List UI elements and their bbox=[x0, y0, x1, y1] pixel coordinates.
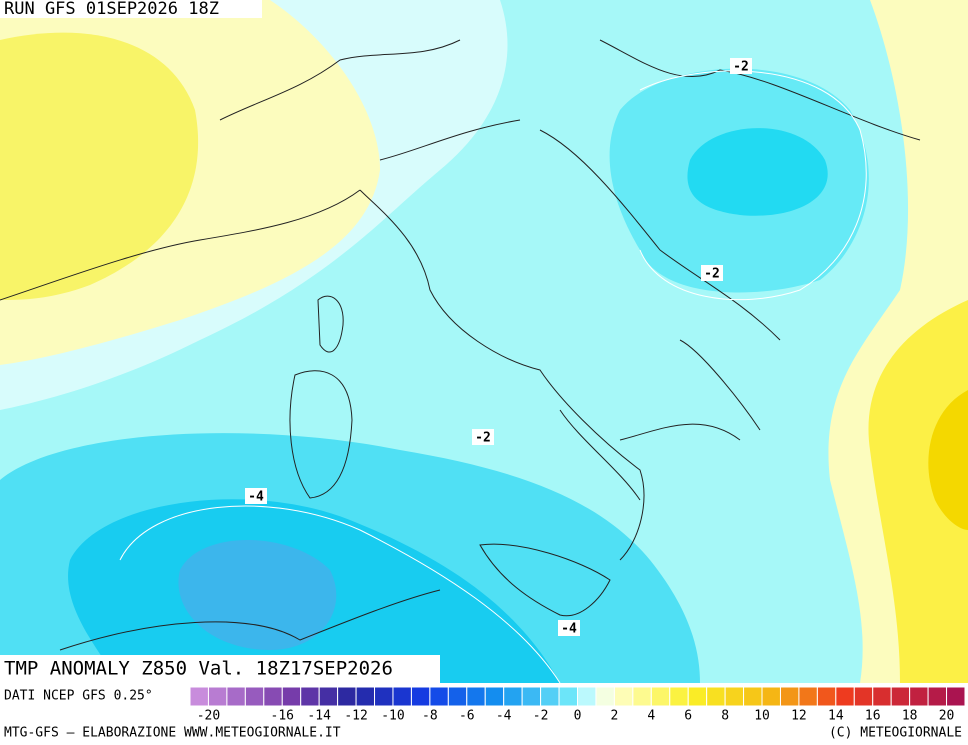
colorbar-swatch bbox=[669, 686, 689, 707]
colorbar-swatch bbox=[503, 686, 523, 707]
colorbar-swatch bbox=[410, 686, 431, 707]
colorbar: -20 -16 -14 -12 -10 -8 -6 -4 -2 0 2 4 6 8 10 12 14 16 18 20 bbox=[189, 686, 966, 724]
footer-left: MTG-GFS — ELABORAZIONE WWW.METEOGIORNALE… bbox=[4, 726, 341, 741]
colorbar-swatch bbox=[613, 686, 634, 707]
colorbar-swatch bbox=[743, 686, 763, 707]
colorbar-swatch bbox=[466, 686, 486, 707]
field-yellow-w2 bbox=[0, 32, 199, 300]
colorbar-swatch bbox=[244, 686, 265, 707]
footer-right: (C) METEOGIORNALE bbox=[829, 726, 962, 741]
colorbar-swatch bbox=[909, 686, 929, 707]
colorbar-swatch bbox=[946, 686, 966, 707]
contour-label-box bbox=[701, 265, 723, 281]
anomaly-field bbox=[0, 0, 968, 683]
colorbar-swatch bbox=[263, 686, 283, 707]
adriatic-coast bbox=[539, 129, 781, 341]
colorbar-tick-label: 10 bbox=[754, 709, 770, 724]
colorbar-tick-label: 14 bbox=[828, 709, 844, 724]
colorbar-tick-label: 8 bbox=[721, 709, 729, 724]
contour-labels: -2 -2 -2 -4 -4 bbox=[245, 58, 752, 637]
sicily bbox=[479, 543, 611, 617]
sardinia bbox=[289, 370, 353, 499]
contour-label-box bbox=[558, 620, 580, 636]
contour-label-box bbox=[472, 429, 494, 445]
colorbar-tick-label: 0 bbox=[574, 709, 582, 724]
colorbar-swatch bbox=[872, 686, 892, 707]
contour-label: -2 bbox=[475, 431, 491, 446]
colorbar-swatch bbox=[687, 686, 708, 707]
colorbar-swatch bbox=[447, 686, 468, 707]
colorbar-tick-label: -16 bbox=[271, 709, 294, 724]
colorbar-swatch bbox=[318, 686, 339, 707]
colorbar-swatch bbox=[281, 686, 302, 707]
run-label: RUN GFS 01SEP2026 18Z bbox=[4, 0, 219, 19]
colorbar-swatch bbox=[779, 686, 800, 707]
colorbar-tick-label: 4 bbox=[647, 709, 655, 724]
colorbar-swatch bbox=[521, 686, 542, 707]
coastlines bbox=[0, 39, 921, 651]
colorbar-tick-label: 16 bbox=[865, 709, 881, 724]
run-box bbox=[0, 0, 262, 18]
italy-outline bbox=[359, 189, 761, 561]
colorbar-swatch bbox=[337, 686, 357, 707]
contour-label: -2 bbox=[733, 60, 749, 75]
colorbar-tick-label: -14 bbox=[307, 709, 331, 724]
corsica bbox=[317, 295, 344, 353]
colorbar-swatch bbox=[300, 686, 320, 707]
contour-label: -4 bbox=[561, 622, 577, 637]
colorbar-swatch bbox=[927, 686, 948, 707]
colorbar-swatch bbox=[816, 686, 837, 707]
africa-coast bbox=[59, 589, 441, 651]
colorbar-swatch bbox=[724, 686, 745, 707]
colorbar-swatch bbox=[632, 686, 652, 707]
contour-label: -2 bbox=[704, 267, 720, 282]
colorbar-tick-label: -8 bbox=[422, 709, 438, 724]
contour-label-box bbox=[730, 58, 752, 74]
colorbar-tick-label: 20 bbox=[939, 709, 955, 724]
colorbar-tick-label: 18 bbox=[902, 709, 918, 724]
field-yellow-e2 bbox=[868, 300, 968, 683]
colorbar-swatch bbox=[761, 686, 781, 707]
contour-minus4 bbox=[119, 505, 561, 684]
colorbar-tick-label: -6 bbox=[459, 709, 475, 724]
source-label: DATI NCEP GFS 0.25° bbox=[4, 689, 153, 704]
contour-label-box bbox=[245, 488, 267, 504]
colorbar-tick-label: 12 bbox=[791, 709, 807, 724]
colorbar-tick-label: -12 bbox=[344, 709, 367, 724]
colorbar-swatch bbox=[798, 686, 818, 707]
colorbar-swatch bbox=[540, 686, 560, 707]
colorbar-swatch bbox=[706, 686, 726, 707]
colorbar-swatch bbox=[429, 686, 449, 707]
contour-label: -4 bbox=[248, 490, 264, 505]
field-yellow-e3 bbox=[928, 390, 968, 530]
map-title: TMP ANOMALY Z850 Val. 18Z17SEP2026 bbox=[4, 658, 393, 680]
colorbar-swatch bbox=[207, 686, 228, 707]
colorbar-swatch bbox=[374, 686, 394, 707]
colorbar-swatch bbox=[392, 686, 412, 707]
colorbar-tick-label: -4 bbox=[496, 709, 512, 724]
france-coast bbox=[0, 189, 361, 301]
colorbar-tick-label: 6 bbox=[684, 709, 692, 724]
colorbar-swatch bbox=[853, 686, 874, 707]
colorbar-tick-label: -10 bbox=[381, 709, 404, 724]
field-cyan-ne2 bbox=[687, 128, 828, 216]
colorbar-swatch bbox=[835, 686, 855, 707]
field-blue-sw bbox=[178, 540, 337, 650]
colorbar-swatch bbox=[189, 686, 209, 707]
colorbar-swatch bbox=[558, 686, 578, 707]
colorbar-swatch bbox=[226, 686, 246, 707]
colorbar-swatch bbox=[355, 686, 376, 707]
colorbar-swatch bbox=[577, 686, 597, 707]
colorbar-tick-label: -20 bbox=[197, 709, 220, 724]
title-box bbox=[0, 655, 440, 683]
colorbar-tick-label: -2 bbox=[533, 709, 549, 724]
colorbar-swatch bbox=[484, 686, 505, 707]
colorbar-swatch bbox=[890, 686, 911, 707]
colorbar-tick-label: 2 bbox=[610, 709, 618, 724]
colorbar-swatch bbox=[650, 686, 671, 707]
colorbar-swatch bbox=[595, 686, 615, 707]
